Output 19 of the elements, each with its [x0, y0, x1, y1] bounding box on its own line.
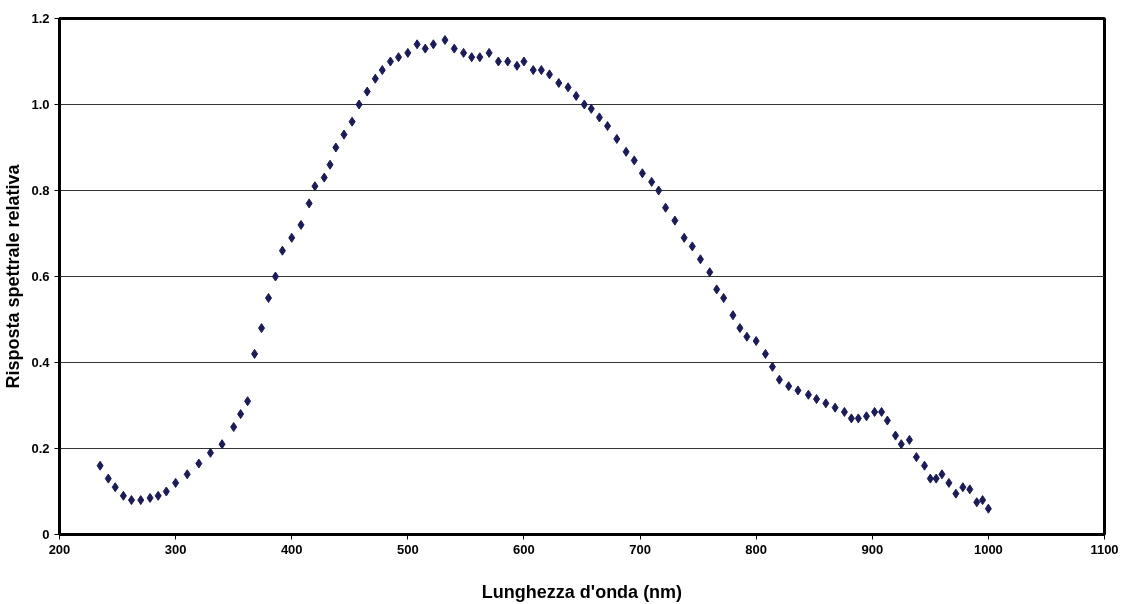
y-tick-label: 0.8	[31, 183, 50, 198]
y-tick-label: 0.2	[31, 441, 50, 456]
x-tick-label: 1100	[1090, 541, 1119, 557]
x-tick-label: 900	[861, 541, 884, 557]
y-tick-label: 0	[42, 527, 50, 542]
x-tick-label: 500	[396, 541, 419, 557]
x-axis-title: Lunghezza d'onda (nm)	[481, 581, 683, 602]
x-tick-label: 300	[164, 541, 187, 557]
x-tick-label: 200	[48, 541, 71, 557]
y-tick-label: 0.6	[31, 269, 50, 284]
y-axis-title: Risposta spettrale relativa	[3, 163, 24, 389]
y-tick-label: 1.0	[31, 97, 50, 112]
x-tick-label: 400	[280, 541, 303, 557]
x-tick-label: 800	[745, 541, 768, 557]
y-tick-label: 0.4	[31, 355, 51, 370]
y-tick-label: 1.2	[31, 11, 50, 26]
x-tick-label: 1000	[973, 541, 1003, 557]
x-tick-label: 600	[513, 541, 535, 557]
x-tick-label: 700	[629, 541, 651, 557]
